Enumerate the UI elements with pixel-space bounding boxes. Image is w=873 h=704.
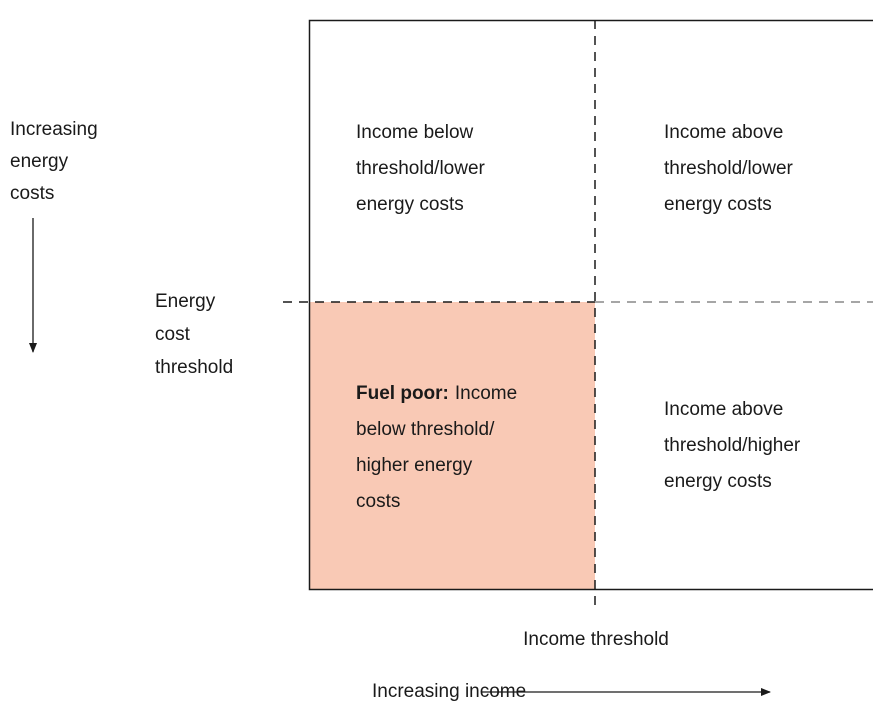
quadrant-label: energy costs [664, 194, 772, 215]
grid-box [308, 19, 873, 591]
quadrant-label: threshold/higher [664, 435, 801, 456]
income-threshold-label: Income threshold [523, 629, 669, 650]
quadrant-label: threshold/lower [356, 158, 486, 179]
y-axis-label: costs [10, 183, 54, 204]
threshold-label: threshold [155, 357, 233, 378]
bold-label: Fuel poor: [356, 383, 449, 404]
y-axis-label: energy [10, 151, 69, 172]
quadrant-label: higher energy [356, 455, 473, 476]
quadrant-label: Income above [664, 122, 783, 143]
quadrant-label: energy costs [356, 194, 464, 215]
quadrant-label: costs [356, 491, 400, 512]
y-axis-label: Increasing [10, 119, 98, 140]
quadrant-label: energy costs [664, 471, 772, 492]
threshold-label: cost [155, 324, 191, 345]
quadrant-label: threshold/lower [664, 158, 794, 179]
labels: Increasing energy costs Energy cost threshold… [10, 119, 801, 512]
label-part: Income [455, 383, 517, 404]
quadrant-label: Fuel poor: Income [356, 383, 517, 404]
threshold-label: Energy [155, 291, 216, 312]
quadrant-label: Income above [664, 399, 783, 420]
quadrant-label: below threshold/ [356, 419, 495, 440]
x-axis-label: Increasing income [372, 681, 526, 702]
quadrant-label: Income below [356, 122, 474, 143]
fuel-poor-fill [309, 302, 595, 590]
